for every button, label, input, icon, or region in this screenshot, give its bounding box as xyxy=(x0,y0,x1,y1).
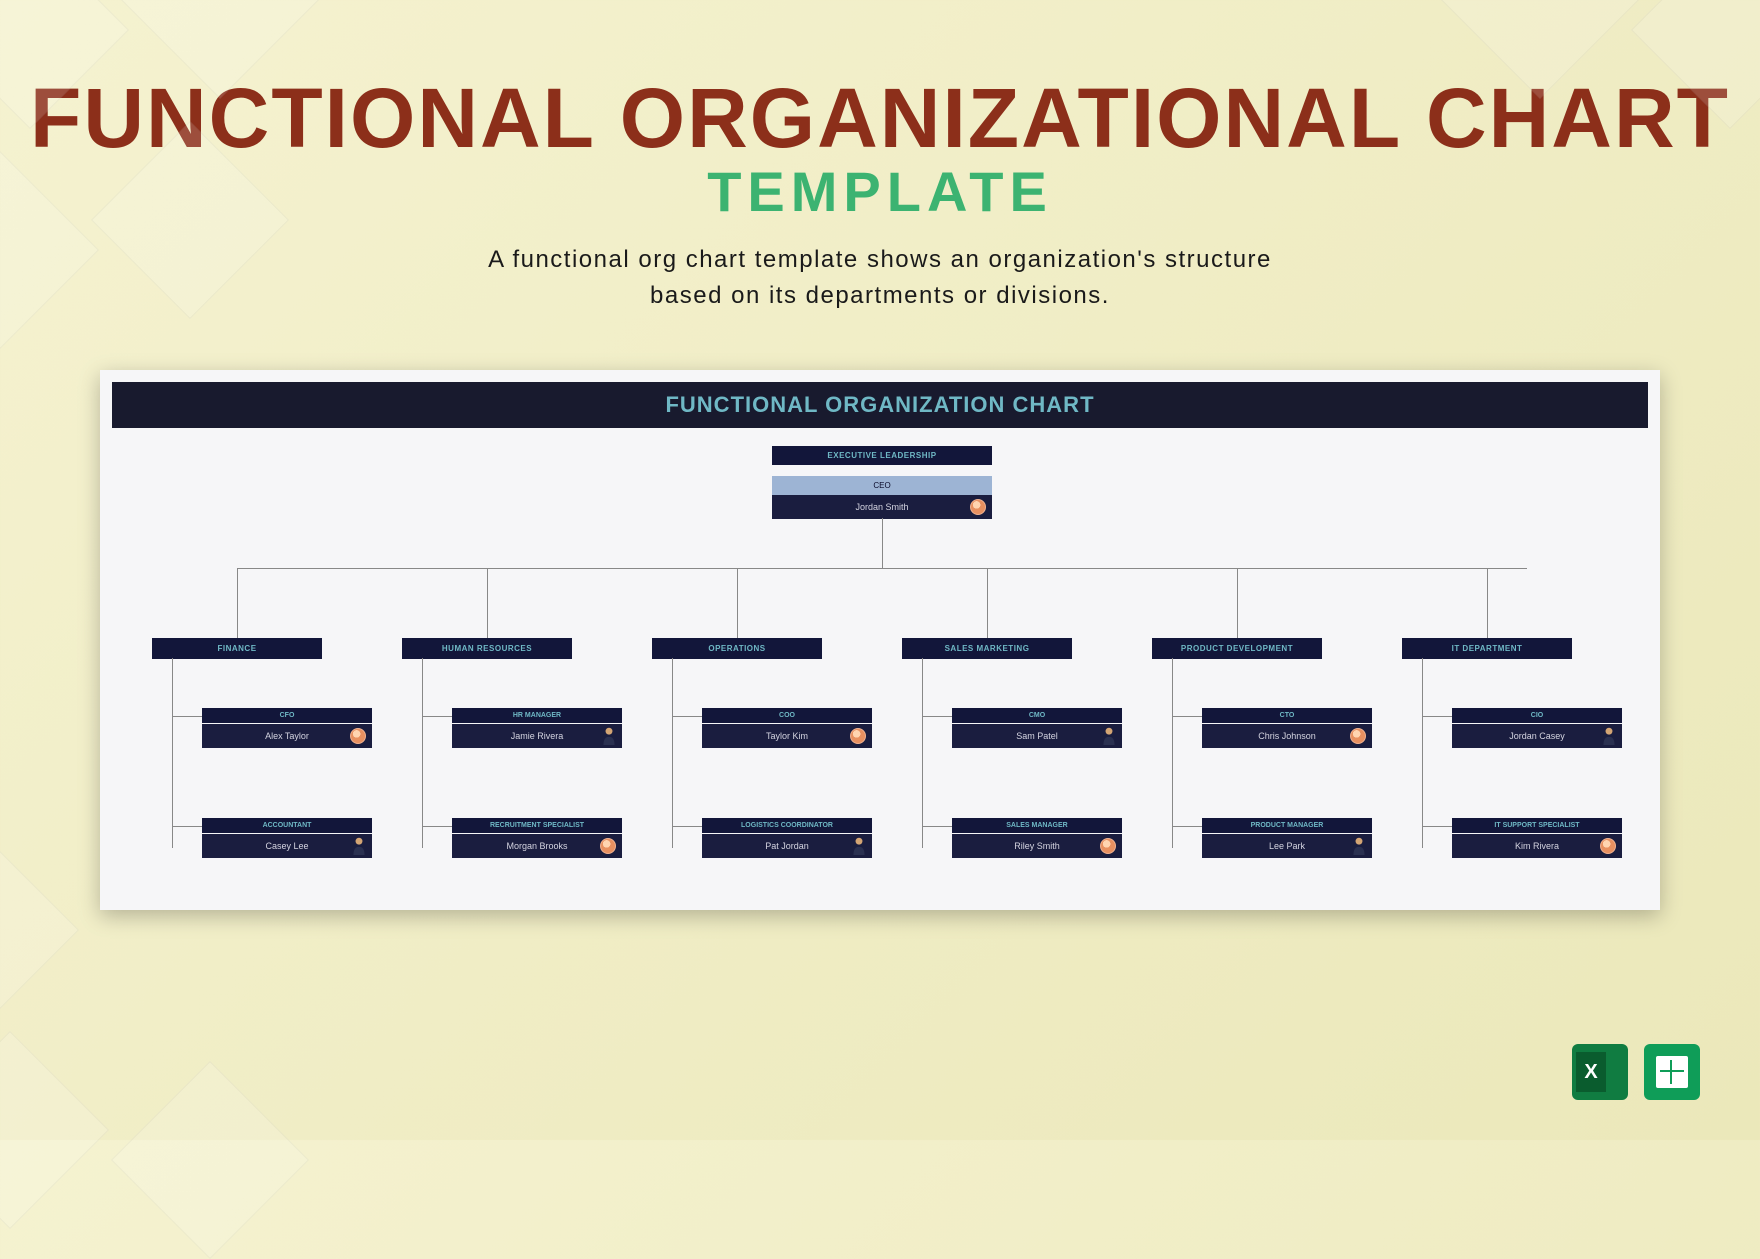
connector-line xyxy=(922,826,952,827)
connector-line xyxy=(1237,568,1238,638)
avatar-icon xyxy=(1102,727,1116,745)
role-person: Jamie Rivera xyxy=(452,724,622,748)
avatar-icon xyxy=(600,838,616,854)
role-person: Morgan Brooks xyxy=(452,834,622,858)
avatar-icon xyxy=(1602,727,1616,745)
google-sheets-icon[interactable] xyxy=(1644,1044,1700,1100)
role-person: Casey Lee xyxy=(202,834,372,858)
chart-body: EXECUTIVE LEADERSHIP CEO Jordan Smith FI… xyxy=(112,428,1648,908)
avatar-icon xyxy=(1350,728,1366,744)
department-header: HUMAN RESOURCES xyxy=(402,638,572,659)
ceo-node: CEO Jordan Smith xyxy=(772,476,992,519)
connector-line xyxy=(737,568,738,638)
avatar-icon xyxy=(352,837,366,855)
connector-line xyxy=(1172,716,1202,717)
export-icons: X xyxy=(1572,1044,1700,1100)
org-chart-container: FUNCTIONAL ORGANIZATION CHART EXECUTIVE … xyxy=(100,370,1660,910)
role-person: Alex Taylor xyxy=(202,724,372,748)
connector-line xyxy=(422,658,423,848)
role-title: CFO xyxy=(202,708,372,723)
connector-line xyxy=(1172,658,1173,848)
connector-line xyxy=(1422,658,1423,848)
role-person: Taylor Kim xyxy=(702,724,872,748)
excel-icon[interactable]: X xyxy=(1572,1044,1628,1100)
avatar-icon xyxy=(602,727,616,745)
avatar-icon xyxy=(852,837,866,855)
connector-line xyxy=(922,658,923,848)
connector-line xyxy=(172,826,202,827)
role-person: Chris Johnson xyxy=(1202,724,1372,748)
avatar-icon xyxy=(850,728,866,744)
connector-line xyxy=(487,568,488,638)
page-description: A functional org chart template shows an… xyxy=(0,242,1760,314)
role-person: Lee Park xyxy=(1202,834,1372,858)
root-label: EXECUTIVE LEADERSHIP xyxy=(772,446,992,465)
department-header: PRODUCT DEVELOPMENT xyxy=(1152,638,1322,659)
connector-line xyxy=(237,568,1527,569)
department-header: IT DEPARTMENT xyxy=(1402,638,1572,659)
connector-line xyxy=(1422,716,1452,717)
role-title: ACCOUNTANT xyxy=(202,818,372,833)
connector-line xyxy=(422,716,452,717)
role-person: Sam Patel xyxy=(952,724,1122,748)
connector-line xyxy=(672,826,702,827)
connector-line xyxy=(1172,826,1202,827)
avatar-icon xyxy=(970,499,986,515)
role-person: Kim Rivera xyxy=(1452,834,1622,858)
role-title: PRODUCT MANAGER xyxy=(1202,818,1372,833)
role-title: SALES MANAGER xyxy=(952,818,1122,833)
role-title: COO xyxy=(702,708,872,723)
avatar-icon xyxy=(350,728,366,744)
connector-line xyxy=(672,716,702,717)
role-person: Pat Jordan xyxy=(702,834,872,858)
role-title: CMO xyxy=(952,708,1122,723)
role-title: CTO xyxy=(1202,708,1372,723)
connector-line xyxy=(422,826,452,827)
connector-line xyxy=(987,568,988,638)
role-person: Riley Smith xyxy=(952,834,1122,858)
root-node: EXECUTIVE LEADERSHIP xyxy=(772,446,992,465)
connector-line xyxy=(237,568,238,638)
connector-line xyxy=(922,716,952,717)
connector-line xyxy=(172,716,202,717)
page-title: FUNCTIONAL ORGANIZATIONAL CHART xyxy=(0,70,1760,167)
role-title: RECRUITMENT SPECIALIST xyxy=(452,818,622,833)
avatar-icon xyxy=(1100,838,1116,854)
connector-line xyxy=(672,658,673,848)
role-person: Jordan Casey xyxy=(1452,724,1622,748)
avatar-icon xyxy=(1352,837,1366,855)
chart-title: FUNCTIONAL ORGANIZATION CHART xyxy=(112,382,1648,428)
role-title: HR MANAGER xyxy=(452,708,622,723)
department-header: OPERATIONS xyxy=(652,638,822,659)
role-title: LOGISTICS COORDINATOR xyxy=(702,818,872,833)
avatar-icon xyxy=(1600,838,1616,854)
ceo-role: CEO xyxy=(772,476,992,495)
department-header: FINANCE xyxy=(152,638,322,659)
role-title: IT SUPPORT SPECIALIST xyxy=(1452,818,1622,833)
connector-line xyxy=(172,658,173,848)
role-title: CIO xyxy=(1452,708,1622,723)
ceo-name: Jordan Smith xyxy=(772,495,992,519)
connector-line xyxy=(1487,568,1488,638)
connector-line xyxy=(1422,826,1452,827)
connector-line xyxy=(882,518,883,568)
department-header: SALES MARKETING xyxy=(902,638,1072,659)
